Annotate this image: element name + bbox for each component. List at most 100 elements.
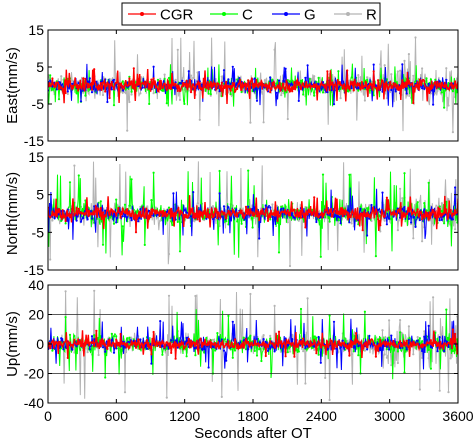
- data-point: [262, 213, 265, 216]
- data-point: [161, 345, 164, 348]
- data-point: [326, 70, 329, 73]
- data-point: [108, 214, 111, 217]
- data-point: [194, 342, 197, 345]
- data-point: [291, 90, 294, 93]
- data-point: [134, 346, 138, 349]
- data-point: [328, 88, 331, 92]
- data-point: [77, 342, 80, 346]
- data-point: [161, 340, 164, 343]
- data-point: [313, 94, 316, 97]
- data-point: [412, 211, 415, 214]
- data-point: [247, 169, 250, 172]
- data-point: [150, 362, 153, 365]
- legend: CGR C G R: [121, 2, 381, 26]
- data-point: [291, 338, 294, 341]
- data-point: [447, 104, 450, 107]
- data-point: [55, 341, 58, 344]
- data-point: [401, 345, 404, 348]
- data-point: [427, 218, 430, 221]
- data-point: [145, 81, 149, 84]
- data-point: [288, 350, 292, 353]
- data-point: [53, 341, 56, 344]
- data-point: [414, 36, 417, 39]
- data-point: [315, 352, 318, 355]
- data-point: [269, 206, 272, 209]
- data-point: [297, 211, 300, 214]
- data-point: [319, 213, 322, 216]
- data-point: [383, 64, 386, 67]
- data-point: [403, 85, 406, 89]
- data-point: [174, 78, 177, 81]
- data-point: [187, 214, 190, 217]
- data-point: [343, 86, 347, 89]
- data-point: [258, 82, 261, 85]
- data-point: [421, 67, 424, 70]
- data-point: [51, 219, 54, 222]
- data-point: [273, 350, 276, 353]
- data-point: [343, 205, 347, 208]
- data-point: [189, 74, 193, 77]
- data-point: [203, 343, 206, 346]
- data-point: [176, 209, 179, 212]
- data-point: [251, 84, 254, 87]
- data-point: [407, 79, 410, 83]
- data-point: [317, 218, 320, 221]
- data-point: [152, 65, 155, 68]
- data-point: [324, 209, 327, 212]
- data-point: [310, 85, 314, 88]
- data-point: [53, 213, 56, 216]
- data-point: [363, 342, 366, 345]
- data-point: [262, 334, 265, 337]
- data-point: [291, 342, 294, 345]
- data-point: [357, 345, 360, 348]
- data-point: [269, 216, 272, 219]
- data-point: [337, 70, 340, 73]
- data-point: [277, 251, 281, 254]
- data-point: [399, 187, 402, 190]
- data-point: [438, 80, 441, 83]
- data-point: [152, 209, 155, 212]
- data-point: [410, 221, 413, 224]
- data-point: [304, 226, 307, 229]
- data-point: [319, 83, 322, 86]
- data-point: [273, 345, 276, 348]
- panel-3-data: [48, 289, 458, 402]
- data-point: [385, 356, 388, 359]
- data-point: [339, 87, 342, 91]
- data-point: [374, 84, 377, 87]
- data-point: [79, 211, 83, 214]
- data-point: [304, 85, 307, 88]
- data-point: [66, 80, 69, 83]
- data-point: [306, 297, 309, 300]
- data-point: [211, 85, 215, 88]
- data-point: [357, 89, 360, 92]
- data-point: [379, 79, 382, 82]
- data-point: [370, 83, 373, 86]
- data-point: [227, 206, 230, 209]
- data-point: [288, 342, 292, 345]
- data-point: [383, 215, 386, 218]
- data-point: [445, 343, 448, 346]
- data-point: [284, 212, 287, 215]
- data-point: [220, 395, 223, 398]
- data-point: [368, 204, 371, 207]
- data-point: [77, 174, 80, 177]
- data-point: [90, 91, 94, 94]
- data-point: [396, 84, 399, 87]
- data-point: [401, 197, 404, 200]
- data-point: [443, 222, 446, 225]
- data-point: [194, 354, 197, 357]
- data-point: [178, 81, 182, 85]
- data-point: [82, 91, 85, 94]
- data-point: [220, 210, 223, 213]
- data-point: [211, 217, 215, 221]
- data-point: [407, 339, 410, 342]
- data-point: [288, 80, 292, 83]
- data-point: [280, 87, 283, 90]
- data-point: [432, 103, 435, 106]
- data-point: [396, 70, 399, 73]
- data-point: [330, 215, 333, 218]
- data-point: [396, 361, 399, 365]
- data-point: [126, 84, 129, 87]
- data-point: [211, 205, 215, 208]
